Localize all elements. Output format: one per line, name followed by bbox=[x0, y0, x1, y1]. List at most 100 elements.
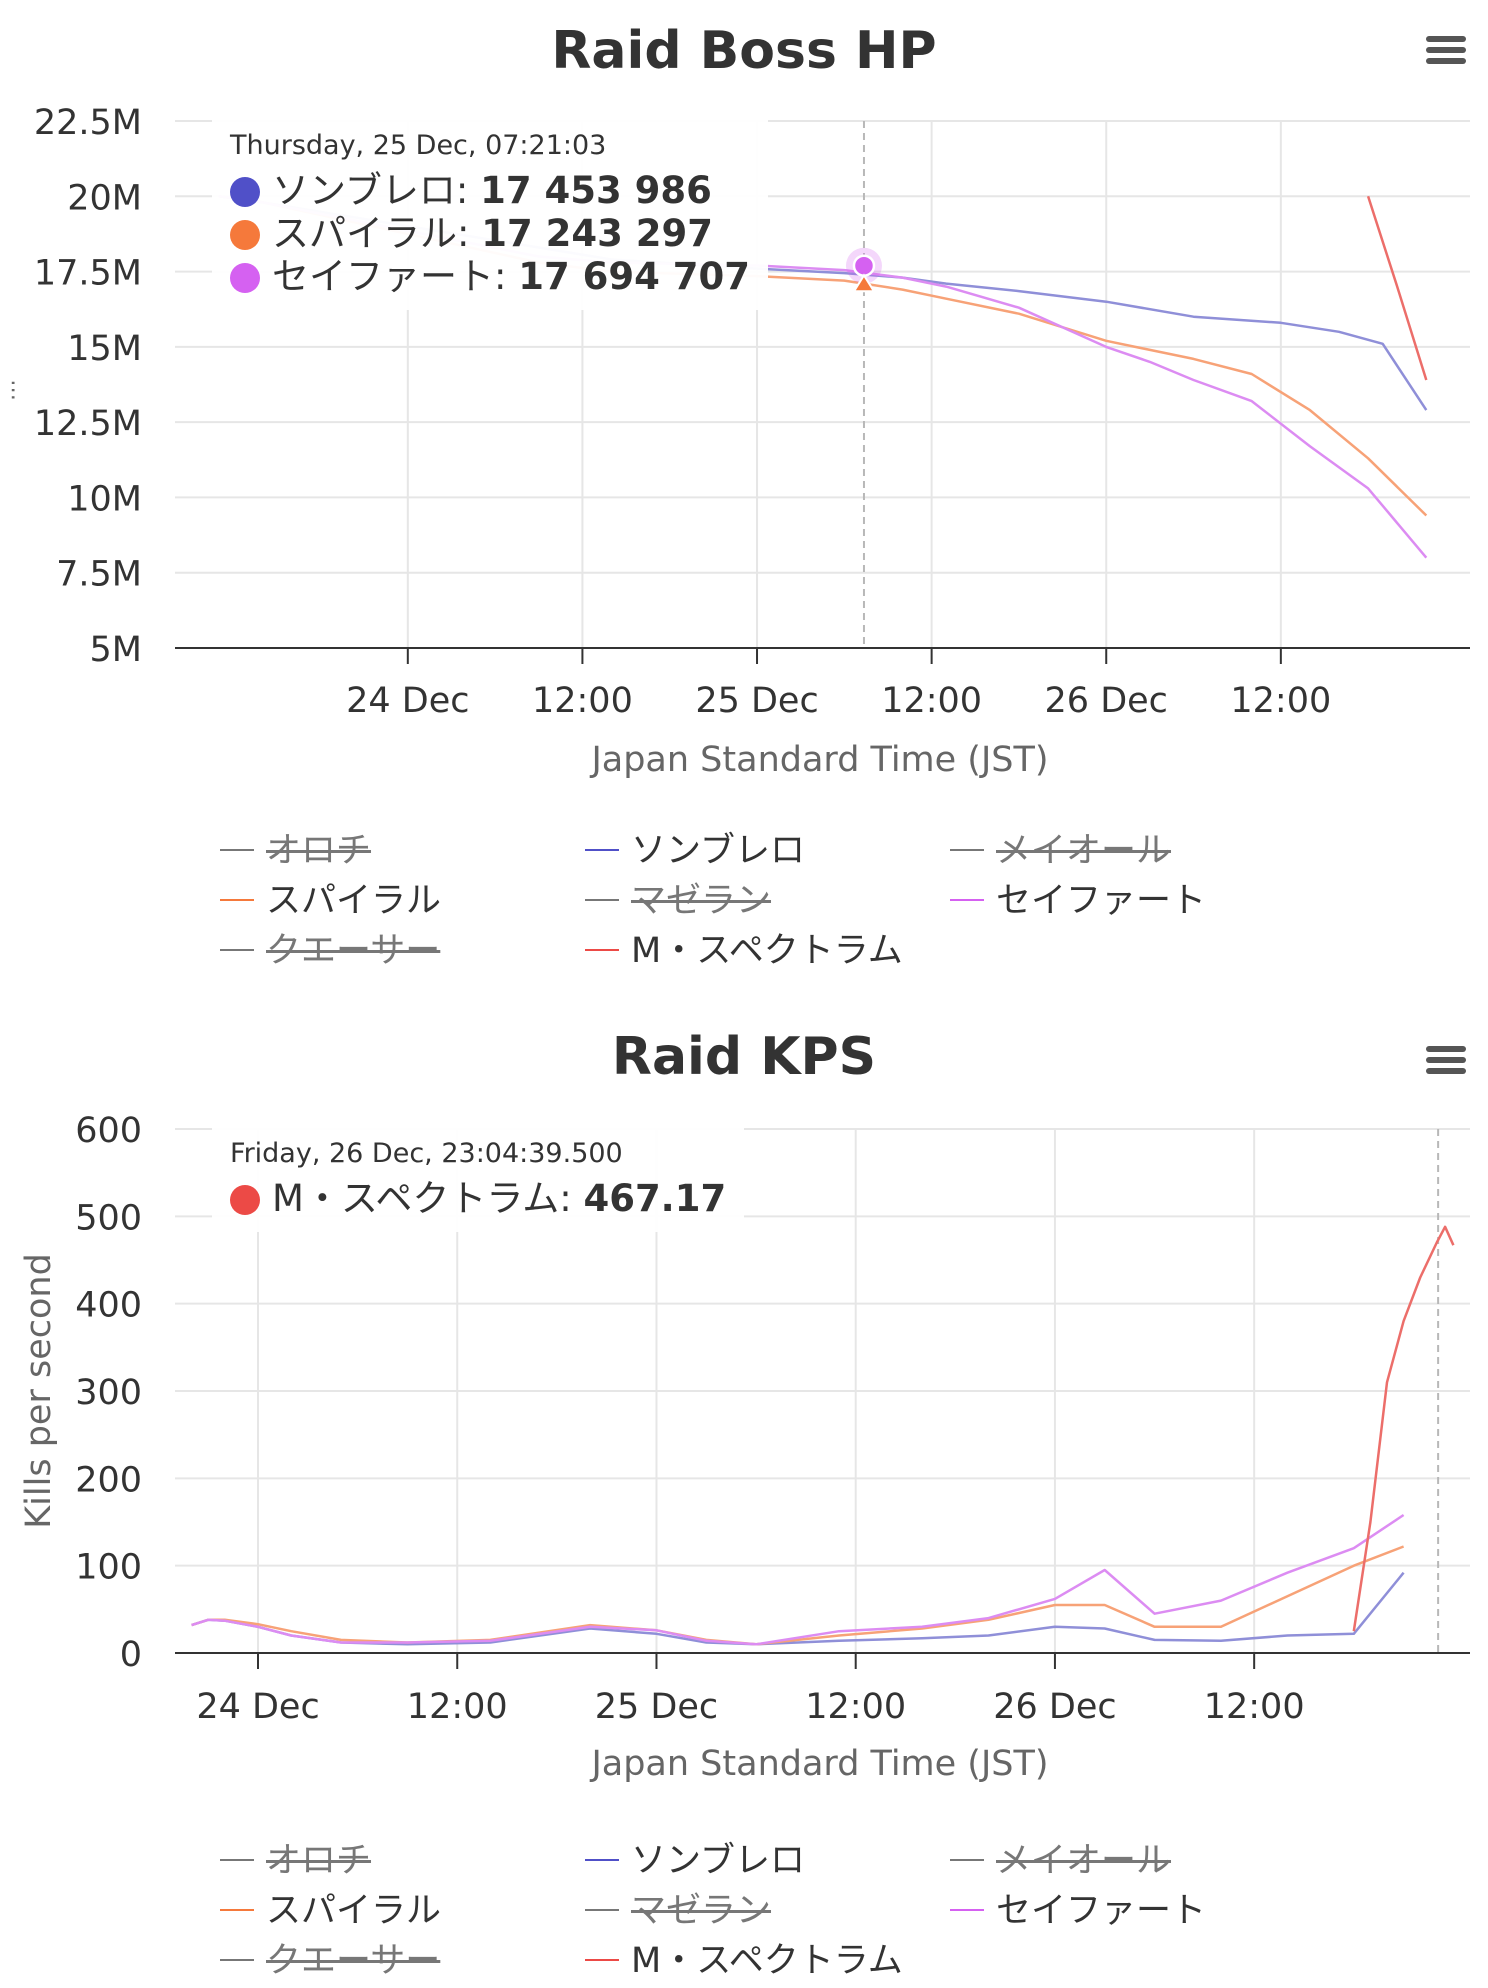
tooltip-value: 17 243 297 bbox=[481, 212, 713, 255]
y-tick-label: 12.5M bbox=[34, 404, 142, 444]
legend-label: スパイラル bbox=[266, 1891, 442, 1931]
legend-swatch-icon bbox=[585, 899, 619, 901]
x-tick-label: 25 Dec bbox=[595, 1687, 718, 1727]
legend-item[interactable]: セイファート bbox=[950, 1882, 1206, 1933]
tooltip-series-label: スパイラル: bbox=[272, 212, 482, 255]
x-axis-label: Japan Standard Time (JST) bbox=[589, 740, 1048, 780]
legend-swatch-icon bbox=[220, 949, 254, 951]
legend-label: セイファート bbox=[996, 881, 1207, 921]
kps-tooltip: Friday, 26 Dec, 23:04:39.500 M・スペクトラム: 4… bbox=[212, 1124, 745, 1232]
tooltip-row: セイファート: 17 694 707 bbox=[230, 255, 750, 298]
legend-swatch-icon bbox=[220, 1909, 254, 1911]
y-tick-label: 100 bbox=[75, 1548, 142, 1588]
y-tick-label: 5M bbox=[90, 630, 142, 670]
legend-swatch-icon bbox=[220, 1859, 254, 1861]
legend-item[interactable]: スパイラル bbox=[220, 872, 441, 923]
series-dot-icon bbox=[230, 1185, 260, 1215]
legend-swatch-icon bbox=[950, 1859, 984, 1861]
legend-swatch-icon bbox=[220, 1959, 254, 1961]
legend-label: スパイラル bbox=[266, 881, 442, 921]
tooltip-value: 17 694 707 bbox=[518, 255, 750, 298]
legend-label: オロチ bbox=[266, 831, 372, 871]
legend-item[interactable]: M・スペクトラム bbox=[585, 922, 903, 973]
series-line[interactable] bbox=[1352, 1225, 1455, 1632]
legend-swatch-icon bbox=[220, 899, 254, 901]
x-tick-label: 26 Dec bbox=[1045, 681, 1168, 721]
legend-item[interactable]: メイオール bbox=[950, 822, 1171, 873]
hp-tooltip: Thursday, 25 Dec, 07:21:03 ソンブレロ: 17 453… bbox=[212, 116, 768, 310]
legend-swatch-icon bbox=[585, 1959, 619, 1961]
raid-kps-chart: Raid KPS 600 500 400 300 200 100 0 24 Dec 12:00 25… bbox=[0, 1010, 1488, 1988]
x-tick-label: 26 Dec bbox=[993, 1687, 1116, 1727]
series-line[interactable] bbox=[1366, 195, 1428, 381]
legend-label: ソンブレロ bbox=[631, 1841, 805, 1881]
x-tick-label: 12:00 bbox=[881, 681, 982, 721]
legend-item[interactable]: マゼラン bbox=[585, 1882, 771, 1933]
tooltip-row: スパイラル: 17 243 297 bbox=[230, 212, 750, 255]
legend-label: M・スペクトラム bbox=[631, 931, 903, 971]
legend-item[interactable]: オロチ bbox=[220, 822, 371, 873]
series-dot-icon bbox=[230, 177, 260, 207]
legend-item[interactable]: オロチ bbox=[220, 1832, 371, 1883]
legend-item[interactable]: マゼラン bbox=[585, 872, 771, 923]
legend-item[interactable]: スパイラル bbox=[220, 1882, 441, 1933]
tooltip-row: ソンブレロ: 17 453 986 bbox=[230, 169, 750, 212]
x-tick-label: 12:00 bbox=[1230, 681, 1331, 721]
y-tick-label: 300 bbox=[75, 1373, 142, 1413]
hamburger-menu-icon[interactable] bbox=[1426, 36, 1466, 70]
tooltip-date: Thursday, 25 Dec, 07:21:03 bbox=[230, 130, 607, 161]
y-tick-label: 500 bbox=[75, 1198, 142, 1238]
chart-title: Raid KPS bbox=[612, 1027, 876, 1087]
y-tick-label: 7.5M bbox=[56, 555, 142, 595]
tooltip-date: Friday, 26 Dec, 23:04:39.500 bbox=[230, 1138, 623, 1169]
legend-label: メイオール bbox=[996, 1841, 1172, 1881]
chart-title: Raid Boss HP bbox=[551, 21, 936, 81]
legend-item[interactable]: セイファート bbox=[950, 872, 1206, 923]
y-tick-label: 200 bbox=[75, 1460, 142, 1500]
y-tick-label: 22.5M bbox=[34, 103, 142, 143]
y-tick-label: 400 bbox=[75, 1286, 142, 1326]
x-tick-label: 12:00 bbox=[805, 1687, 906, 1727]
legend-item[interactable]: ソンブレロ bbox=[585, 1832, 805, 1883]
legend-swatch-icon bbox=[585, 1859, 619, 1861]
legend-swatch-icon bbox=[220, 849, 254, 851]
legend-label: メイオール bbox=[996, 831, 1172, 871]
y-tick-label: 10M bbox=[67, 479, 142, 519]
series-line[interactable] bbox=[191, 1571, 1405, 1646]
y-tick-label: 20M bbox=[67, 178, 142, 218]
legend-label: クエーサー bbox=[266, 1941, 441, 1981]
kps-legend: オロチ ソンブレロ メイオールスパイラル マゼラン セイファートクエーサー M・スペクトラ… bbox=[220, 1832, 1280, 1982]
legend-item[interactable]: M・スペクトラム bbox=[585, 1932, 903, 1983]
series-line[interactable] bbox=[191, 1513, 1405, 1646]
tooltip-series-label: M・スペクトラム: bbox=[272, 1177, 584, 1220]
x-axis-label: Japan Standard Time (JST) bbox=[589, 1744, 1048, 1784]
raid-boss-hp-chart: Raid Boss HP 22.5M 20M 17.5M 15M 12.5M 10M 7.5M… bbox=[1, 21, 1470, 973]
y-axis-label-truncated: ⋯ bbox=[1, 379, 26, 401]
y-tick-label: 17.5M bbox=[34, 254, 142, 294]
series-line[interactable] bbox=[191, 1545, 1405, 1646]
legend-item[interactable]: クエーサー bbox=[220, 922, 440, 973]
legend-label: ソンブレロ bbox=[631, 831, 805, 871]
x-tick-label: 12:00 bbox=[1204, 1687, 1305, 1727]
legend-item[interactable]: クエーサー bbox=[220, 1932, 440, 1983]
tooltip-series-label: セイファート: bbox=[272, 255, 519, 298]
legend-item[interactable]: メイオール bbox=[950, 1832, 1171, 1883]
tooltip-row: M・スペクトラム: 467.17 bbox=[230, 1177, 726, 1220]
legend-label: M・スペクトラム bbox=[631, 1941, 903, 1981]
legend-swatch-icon bbox=[585, 849, 619, 851]
legend-label: オロチ bbox=[266, 1841, 372, 1881]
tooltip-series-label: ソンブレロ: bbox=[272, 169, 481, 212]
hamburger-menu-icon[interactable] bbox=[1426, 1046, 1466, 1080]
y-tick-label: 600 bbox=[75, 1111, 142, 1151]
legend-swatch-icon bbox=[950, 1909, 984, 1911]
legend-swatch-icon bbox=[950, 849, 984, 851]
y-tick-label: 0 bbox=[120, 1635, 142, 1675]
y-axis-label: Kills per second bbox=[19, 1253, 59, 1529]
legend-swatch-icon bbox=[585, 949, 619, 951]
legend-item[interactable]: ソンブレロ bbox=[585, 822, 805, 873]
x-tick-label: 12:00 bbox=[532, 681, 633, 721]
x-tick-label: 12:00 bbox=[407, 1687, 508, 1727]
series-dot-icon bbox=[230, 220, 260, 250]
x-tick-label: 24 Dec bbox=[196, 1687, 319, 1727]
legend-swatch-icon bbox=[950, 899, 984, 901]
